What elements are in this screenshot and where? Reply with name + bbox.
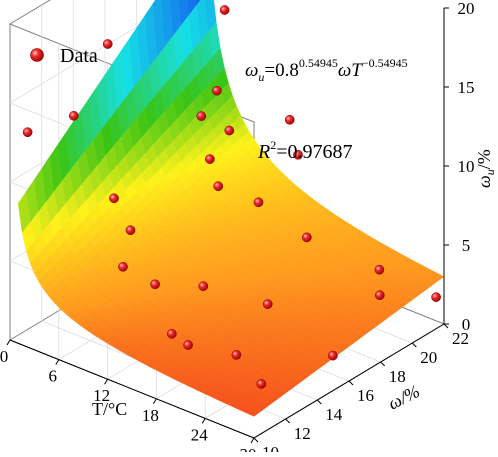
t-axis-line xyxy=(9,339,255,439)
tick-mark xyxy=(253,437,259,443)
tick-mark xyxy=(316,399,322,405)
data-point xyxy=(196,111,207,121)
data-point xyxy=(262,299,273,309)
data-point xyxy=(374,290,385,301)
data-point xyxy=(118,261,128,272)
t-tick-label: 12 xyxy=(93,386,110,405)
data-point xyxy=(109,193,119,204)
data-point xyxy=(22,127,33,138)
w-tick-label: 10 xyxy=(262,443,279,452)
tick-mark xyxy=(6,339,11,346)
data-point xyxy=(212,85,222,96)
tick-mark xyxy=(348,380,354,386)
tick-mark xyxy=(250,437,255,444)
legend-label: Data xyxy=(60,45,98,67)
tick-labels: 06121824301012141618202205101520 xyxy=(0,0,475,457)
data-point xyxy=(68,110,79,121)
fitted-surface xyxy=(17,0,445,417)
surface-cell xyxy=(249,408,263,417)
tick-mark xyxy=(285,418,291,424)
data-point xyxy=(231,350,242,360)
data-point xyxy=(256,379,267,389)
legend-marker xyxy=(30,48,44,62)
z-tick-label: 20 xyxy=(458,0,475,18)
data-point xyxy=(198,281,209,292)
tick-mark xyxy=(55,359,60,365)
w-tick-label: 16 xyxy=(357,386,374,405)
tick-mark xyxy=(443,323,449,329)
tick-mark xyxy=(201,418,206,424)
fit-equation: ωu=0.80.54945ωT−0.54945 xyxy=(245,56,408,84)
data-point xyxy=(166,328,177,339)
z-tick-label: 0 xyxy=(462,315,471,334)
data-point xyxy=(431,292,441,302)
t-tick-label: 0 xyxy=(0,347,8,366)
data-point xyxy=(102,39,113,49)
t-tick-label: 6 xyxy=(49,367,58,386)
data-point xyxy=(125,225,136,236)
w-tick-label: 14 xyxy=(325,405,343,424)
svg-text:ωu/%: ωu/% xyxy=(474,149,497,188)
r-squared: R2=0.97687 xyxy=(257,138,353,163)
t-tick-label: 24 xyxy=(191,425,209,444)
t-tick-label: 18 xyxy=(142,406,159,425)
t-axis-label: T/°C xyxy=(92,399,127,419)
data-point xyxy=(374,264,385,275)
data-point xyxy=(293,149,303,160)
data-point xyxy=(213,181,224,192)
w-tick-label: 18 xyxy=(389,367,406,386)
tick-mark xyxy=(152,398,157,405)
z-tick-label: 15 xyxy=(458,78,475,97)
z-axis-label: ωu/% xyxy=(474,149,497,188)
data-point xyxy=(284,114,295,125)
data-point xyxy=(301,232,312,243)
w-tick-label: 20 xyxy=(420,348,437,367)
w-tick-label: 12 xyxy=(294,424,311,443)
data-point xyxy=(253,197,264,208)
tick-mark xyxy=(380,361,386,367)
data-points xyxy=(22,5,441,389)
z-tick-label: 5 xyxy=(462,236,471,255)
z-tick-label: 10 xyxy=(458,157,475,176)
t-tick-label: 30 xyxy=(240,445,257,452)
legend: Data xyxy=(30,45,98,67)
data-point xyxy=(183,340,193,350)
data-point xyxy=(219,5,230,15)
tick-mark xyxy=(104,378,109,385)
data-point xyxy=(150,279,160,290)
w-tick-label: 22 xyxy=(452,329,469,348)
data-point xyxy=(205,154,215,164)
tick-mark xyxy=(411,342,417,348)
data-point xyxy=(224,125,235,136)
data-point xyxy=(328,350,338,361)
